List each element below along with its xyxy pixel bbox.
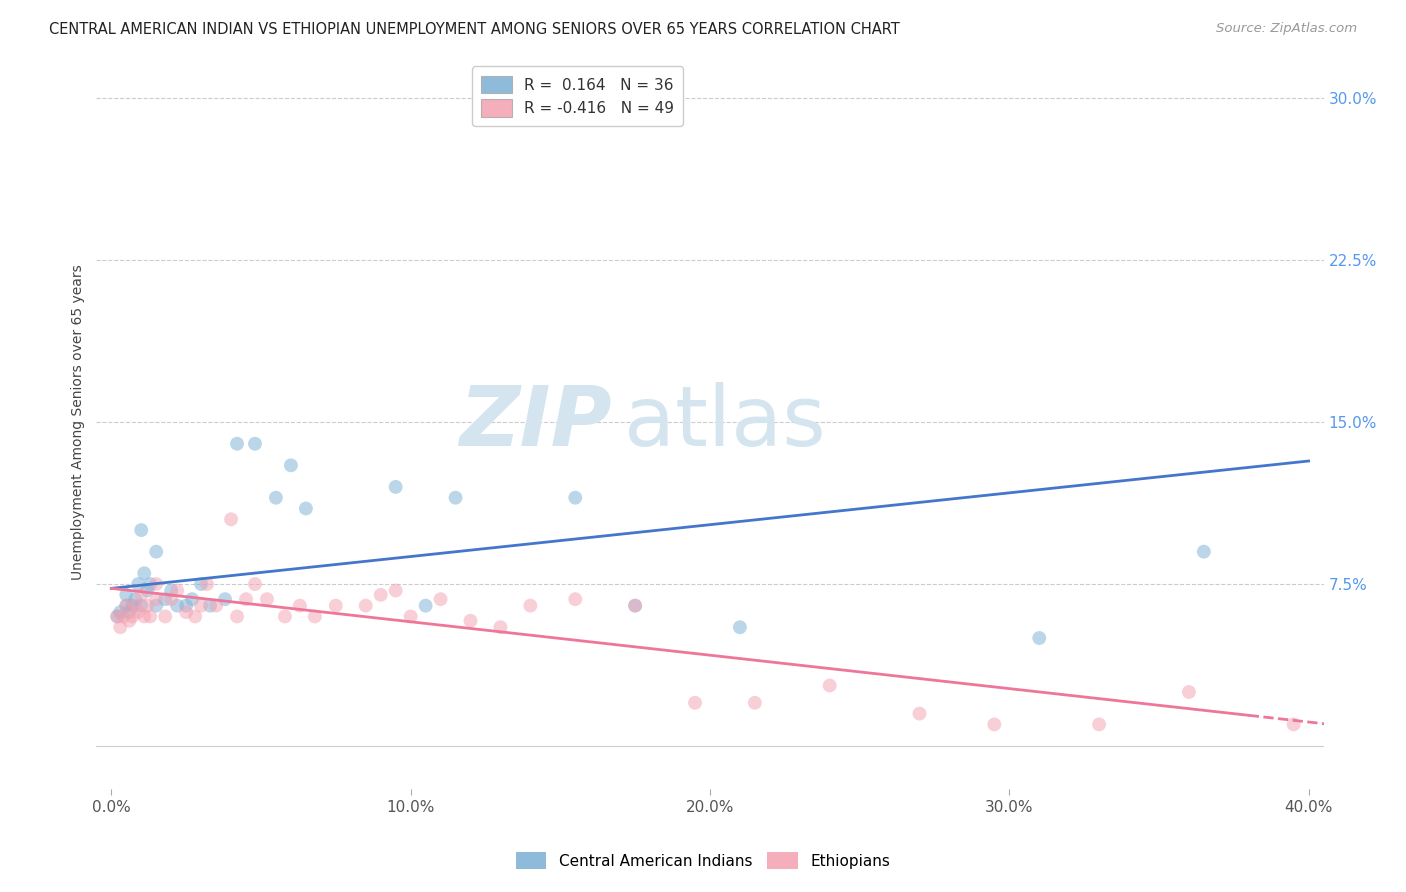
Point [460, 614, 482, 628]
Point [160, 583, 183, 598]
Point [415, 599, 437, 613]
Point [105, 609, 128, 624]
Point [145, 592, 167, 607]
Point [166, 599, 188, 613]
Y-axis label: Unemployment Among Seniors over 65 years: Unemployment Among Seniors over 65 years [72, 264, 86, 580]
Point [295, 501, 318, 516]
Point [184, 609, 207, 624]
Point [564, 592, 586, 607]
Point [115, 599, 138, 613]
Point [983, 717, 1005, 731]
Point [110, 605, 132, 619]
Point [444, 491, 467, 505]
Point [190, 599, 212, 613]
Point [214, 592, 236, 607]
Point [384, 480, 406, 494]
Point [243, 577, 266, 591]
Point [288, 599, 311, 613]
Point [195, 577, 218, 591]
Point [304, 609, 326, 624]
Point [384, 583, 406, 598]
Point [166, 583, 188, 598]
Point [118, 605, 141, 619]
Point [274, 609, 297, 624]
Point [181, 592, 204, 607]
Point [280, 458, 302, 473]
Point [683, 696, 706, 710]
Point [489, 620, 512, 634]
Point [124, 592, 146, 607]
Point [112, 609, 135, 624]
Point [129, 599, 152, 613]
Point [1282, 717, 1305, 731]
Point [145, 599, 167, 613]
Point [160, 592, 183, 607]
Point [139, 577, 162, 591]
Point [243, 436, 266, 450]
Point [226, 436, 249, 450]
Point [519, 599, 541, 613]
Point [127, 577, 149, 591]
Point [127, 605, 149, 619]
Point [174, 605, 197, 619]
Point [121, 609, 143, 624]
Point [136, 599, 159, 613]
Point [174, 599, 197, 613]
Point [134, 566, 156, 581]
Point [124, 599, 146, 613]
Point [370, 588, 392, 602]
Point [115, 599, 138, 613]
Point [744, 696, 766, 710]
Point [118, 614, 141, 628]
Point [105, 609, 128, 624]
Text: Source: ZipAtlas.com: Source: ZipAtlas.com [1216, 22, 1357, 36]
Point [624, 599, 647, 613]
Point [256, 592, 278, 607]
Point [235, 592, 257, 607]
Point [1088, 717, 1111, 731]
Point [198, 599, 221, 613]
Point [818, 679, 841, 693]
Legend: Central American Indians, Ethiopians: Central American Indians, Ethiopians [510, 846, 896, 875]
Point [134, 609, 156, 624]
Point [205, 599, 228, 613]
Point [145, 544, 167, 558]
Point [110, 620, 132, 634]
Point [226, 609, 249, 624]
Point [564, 491, 586, 505]
Point [399, 609, 422, 624]
Point [1028, 631, 1050, 645]
Point [219, 512, 242, 526]
Legend: R =  0.164   N = 36, R = -0.416   N = 49: R = 0.164 N = 36, R = -0.416 N = 49 [472, 66, 683, 126]
Point [1178, 685, 1201, 699]
Point [153, 592, 176, 607]
Point [264, 491, 287, 505]
Point [325, 599, 347, 613]
Point [1192, 544, 1215, 558]
Point [153, 609, 176, 624]
Point [429, 592, 451, 607]
Point [354, 599, 377, 613]
Point [139, 609, 162, 624]
Point [145, 577, 167, 591]
Point [136, 583, 159, 598]
Point [624, 599, 647, 613]
Text: atlas: atlas [624, 382, 825, 463]
Point [115, 588, 138, 602]
Point [121, 599, 143, 613]
Point [129, 588, 152, 602]
Text: ZIP: ZIP [460, 382, 612, 463]
Point [190, 577, 212, 591]
Text: CENTRAL AMERICAN INDIAN VS ETHIOPIAN UNEMPLOYMENT AMONG SENIORS OVER 65 YEARS CO: CENTRAL AMERICAN INDIAN VS ETHIOPIAN UNE… [49, 22, 900, 37]
Point [129, 523, 152, 537]
Point [908, 706, 931, 721]
Point [728, 620, 751, 634]
